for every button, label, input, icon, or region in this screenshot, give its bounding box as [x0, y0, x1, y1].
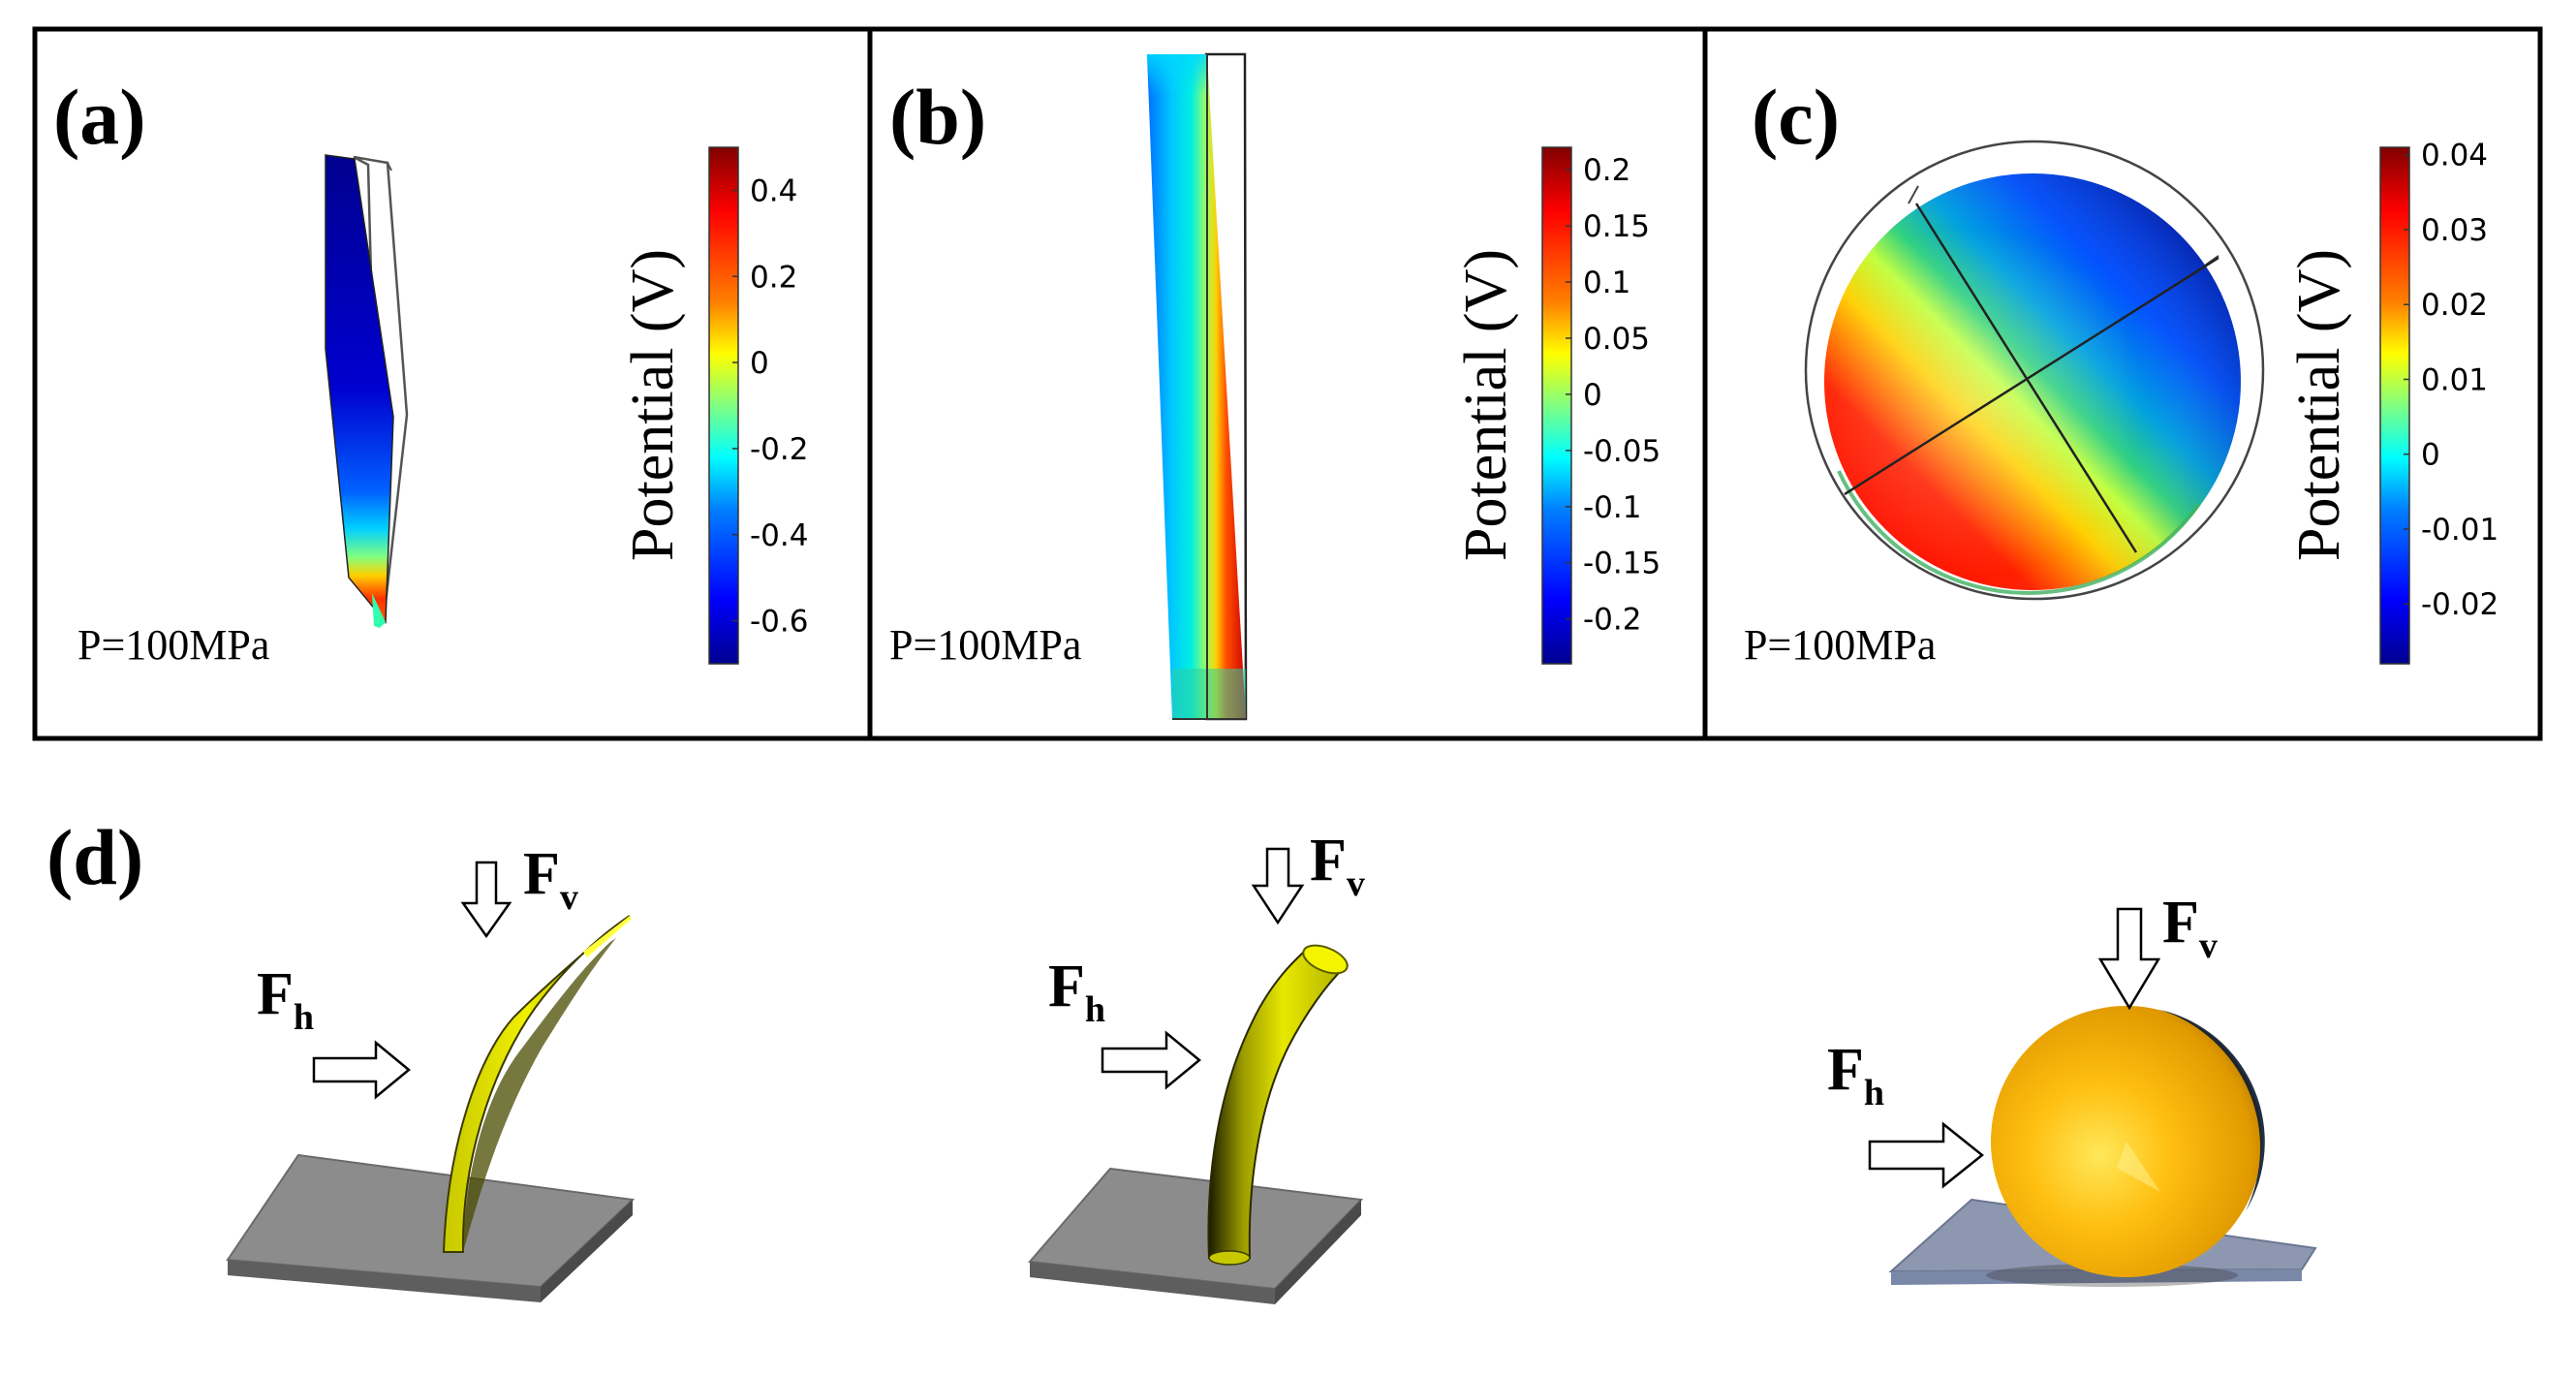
force-h-arrow-1: [312, 1040, 411, 1100]
sphere-diagram: Fv Fh: [1827, 890, 2317, 1287]
gold-sphere: [1991, 1006, 2262, 1277]
force-h-arrow-2: [1101, 1030, 1201, 1090]
colorbar-c-title: Potential (V): [2286, 249, 2352, 561]
pressure-label-c: P=100MPa: [1744, 621, 1936, 669]
colorbar-tick-label: 0: [750, 346, 769, 381]
colorbar-b-title: Potential (V): [1453, 249, 1519, 561]
force-v-label-3: Fv: [2162, 890, 2218, 966]
colorbar-a-ticks: 0.4 0.2 0 -0.2 -0.4 -0.6: [732, 173, 809, 640]
colorbar-a: [708, 146, 739, 665]
colorbar-tick-label: -0.2: [750, 432, 809, 467]
panel-b-label: (b): [889, 73, 986, 161]
colorbar-tick-label: -0.2: [1583, 603, 1642, 638]
colorbar-tick-label: 0.01: [2421, 362, 2488, 397]
panel-c-label: (c): [1752, 73, 1840, 161]
panel-c-frame: [1702, 26, 2543, 741]
colorbar-tick-label: 0.04: [2421, 139, 2488, 173]
colorbar-b-ticks: 0.2 0.15 0.1 0.05 0 -0.05 -0.1 -0.15 -0.2: [1566, 153, 1660, 638]
sphere-c-outline: [1804, 140, 2265, 601]
colorbar-tick-label: 0.15: [1583, 209, 1650, 244]
force-h-label-2: Fh: [1048, 954, 1105, 1030]
colorbar-tick-label: 0: [2421, 438, 2440, 473]
force-h-label-1: Fh: [257, 961, 314, 1038]
force-v-arrow-1: [460, 861, 512, 939]
pressure-label-b: P=100MPa: [889, 621, 1081, 669]
colorbar-tick-label: -0.1: [1583, 490, 1642, 525]
force-h-label-3: Fh: [1827, 1037, 1884, 1113]
force-v-arrow-2: [1251, 847, 1305, 925]
beam-b-deformed: [1147, 54, 1246, 719]
panel-d-label: (d): [47, 813, 143, 901]
panel-a-label: (a): [53, 73, 146, 161]
colorbar-tick-label: 0.2: [750, 260, 797, 295]
colorbar-tick-label: -0.01: [2421, 513, 2498, 548]
bent-rod-diagram: Fv Fh: [1027, 828, 1365, 1304]
colorbar-tick-label: 0: [1583, 378, 1602, 413]
colorbar-tick-label: -0.6: [750, 605, 809, 640]
colorbar-c: [2379, 146, 2410, 665]
colorbar-tick-label: -0.02: [2421, 587, 2498, 622]
colorbar-tick-label: 0.1: [1583, 266, 1630, 300]
colorbar-tick-label: -0.05: [1583, 434, 1660, 469]
panel-d: (d) Fv Fh Fv: [47, 813, 2317, 1304]
colorbar-a-title: Potential (V): [620, 249, 686, 561]
colorbar-b: [1541, 146, 1572, 665]
colorbar-tick-label: 0.4: [750, 173, 797, 208]
panel-b: (b) P=100MPa 0.2 0.15 0.1 0.05 0 -0.05 -0.1 -0.…: [889, 52, 1660, 721]
force-v-label-1: Fv: [523, 841, 578, 918]
colorbar-tick-label: 0.05: [1583, 322, 1650, 357]
panel-a: (a) P=100MPa 0.4 0.2 0 -0.2 -0.4 -0.6 Potenti…: [53, 73, 809, 669]
force-v-label-2: Fv: [1310, 828, 1365, 904]
colorbar-tick-label: -0.15: [1583, 547, 1660, 581]
bent-plate-diagram: Fv Fh: [226, 841, 636, 1302]
force-h-arrow-3: [1868, 1121, 1985, 1189]
colorbar-tick-label: -0.4: [750, 518, 809, 553]
colorbar-tick-label: 0.02: [2421, 288, 2488, 323]
panel-c: (c) P=100MPa 0.04 0.03 0.02 0.01 0 -0.01 -0.02…: [1744, 73, 2498, 669]
force-v-arrow-3: [2097, 907, 2161, 1011]
colorbar-tick-label: 0.03: [2421, 213, 2488, 248]
pressure-label-a: P=100MPa: [78, 621, 269, 669]
colorbar-tick-label: 0.2: [1583, 153, 1630, 188]
colorbar-c-ticks: 0.04 0.03 0.02 0.01 0 -0.01 -0.02: [2404, 139, 2498, 622]
